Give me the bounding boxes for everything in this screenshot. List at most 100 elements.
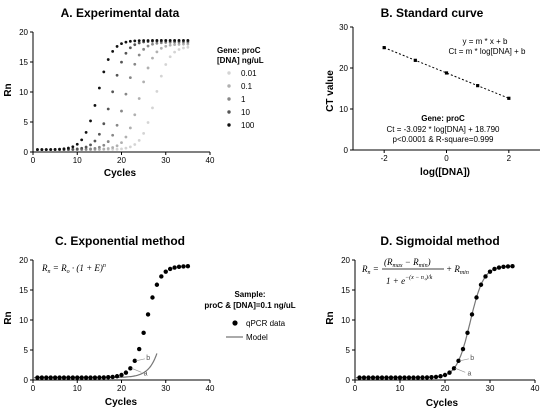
data-point-0_01 — [151, 106, 154, 110]
data-point-1 — [137, 53, 141, 57]
x-tick-label: 0 — [444, 154, 449, 163]
x-tick-label: -2 — [381, 154, 389, 163]
data-point — [492, 266, 497, 272]
data-point — [106, 375, 111, 380]
x-tick-label: 10 — [396, 384, 405, 393]
data-point-0_1 — [182, 42, 185, 46]
data-point — [379, 375, 385, 380]
panel-a-xlabel: Cycles — [104, 168, 137, 179]
data-point — [496, 265, 502, 270]
panel-d-formula-tail: + Rmin — [446, 264, 469, 276]
data-point — [444, 71, 449, 75]
data-point-100 — [58, 147, 61, 151]
data-point — [442, 372, 448, 378]
x-tick-label: 2 — [507, 154, 512, 163]
panel-c: C. Exponential method 0 10 20 30 4005101520 … — [3, 234, 296, 408]
data-point — [57, 375, 62, 380]
data-point-100 — [168, 39, 172, 42]
legend-marker-10 — [227, 110, 231, 114]
y-tick-label: 10 — [339, 105, 348, 114]
data-point-10 — [89, 143, 92, 147]
data-point-10 — [115, 73, 119, 77]
data-point-100 — [155, 39, 159, 42]
data-point-100 — [75, 142, 79, 146]
data-point — [357, 375, 362, 380]
data-point-0_01 — [124, 146, 128, 150]
marker-a-label: a — [144, 370, 148, 377]
data-point — [145, 312, 151, 317]
data-point-10 — [84, 145, 88, 149]
data-point — [413, 58, 417, 62]
data-point-0_1 — [168, 43, 172, 47]
panel-d-marks: ab — [355, 264, 515, 380]
data-point — [424, 375, 430, 380]
legend-model-label: Model — [246, 333, 268, 342]
x-tick-label: 10 — [73, 384, 82, 393]
data-point-1 — [155, 41, 159, 45]
marker-b-leader — [459, 358, 469, 362]
panel-c-formula: Rn = Ro · (1 + E)n — [41, 263, 106, 275]
data-point — [159, 274, 164, 279]
panel-a-title: A. Experimental data — [61, 6, 180, 20]
panel-b-anno-title: Gene: proC — [421, 114, 465, 123]
data-point-10 — [71, 147, 75, 151]
panel-d-formula-lhs: Rn = — [361, 264, 379, 276]
panel-b-xlabel: log([DNA]) — [420, 167, 470, 178]
y-tick-label: 15 — [19, 58, 28, 67]
data-point-10 — [120, 60, 123, 64]
data-point-10 — [106, 107, 110, 111]
legend-qpcr-label: qPCR data — [246, 319, 286, 328]
data-point — [366, 375, 371, 380]
data-point-100 — [67, 146, 70, 150]
data-point — [501, 264, 506, 269]
marker-a-leader — [455, 367, 466, 373]
y-tick-label: 5 — [24, 346, 29, 355]
data-point-0_1 — [155, 50, 159, 54]
data-point-0_01 — [120, 147, 123, 151]
panel-a-marks — [36, 39, 190, 151]
data-point-0_01 — [155, 89, 159, 93]
data-point-1 — [146, 44, 150, 48]
marker-a-label: a — [468, 370, 472, 377]
data-point-0_01 — [142, 131, 146, 135]
y-tick-label: 20 — [341, 256, 350, 265]
data-point — [388, 375, 394, 380]
data-point-10 — [137, 41, 141, 45]
data-point — [402, 375, 407, 380]
data-point-100 — [146, 39, 150, 42]
data-point — [456, 358, 461, 364]
data-point — [97, 375, 102, 380]
data-point — [370, 375, 376, 380]
data-point-0_1 — [120, 141, 123, 145]
data-point-100 — [71, 145, 75, 149]
panel-c-legend: qPCR data Model — [226, 319, 286, 342]
data-point-100 — [44, 148, 48, 151]
data-point-0_1 — [173, 43, 177, 47]
panel-b-title: B. Standard curve — [381, 6, 484, 20]
data-point-100 — [142, 39, 146, 42]
y-tick-label: 15 — [19, 286, 28, 295]
data-point — [39, 375, 45, 380]
panel-c-marks: ab — [33, 264, 191, 380]
data-point-100 — [186, 39, 190, 42]
panel-a-legend-entries: 0.01 0.1 1 10 100 — [227, 69, 257, 130]
model-curve — [355, 265, 513, 379]
panel-c-sample-line2: proC & [DNA]=0.1 ng/uL — [204, 301, 295, 310]
data-point — [48, 375, 53, 380]
panel-d-ylabel: Rn — [325, 311, 336, 324]
panel-d-xlabel: Cycles — [426, 398, 459, 409]
panel-c-axes: 0 10 20 30 40 0 5 10 15 20 — [19, 256, 215, 393]
panel-b-ylabel: CT value — [325, 70, 336, 112]
panel-c-sample-line1: Sample: — [234, 290, 265, 299]
data-point-0_01 — [128, 145, 132, 149]
data-point — [163, 269, 168, 274]
fit-line — [383, 47, 510, 99]
legend-label-0_01: 0.01 — [241, 69, 257, 78]
data-point-1 — [111, 133, 115, 137]
data-point-100 — [128, 39, 132, 43]
marker-a-leader — [131, 367, 142, 373]
data-point-0_01 — [115, 147, 119, 151]
